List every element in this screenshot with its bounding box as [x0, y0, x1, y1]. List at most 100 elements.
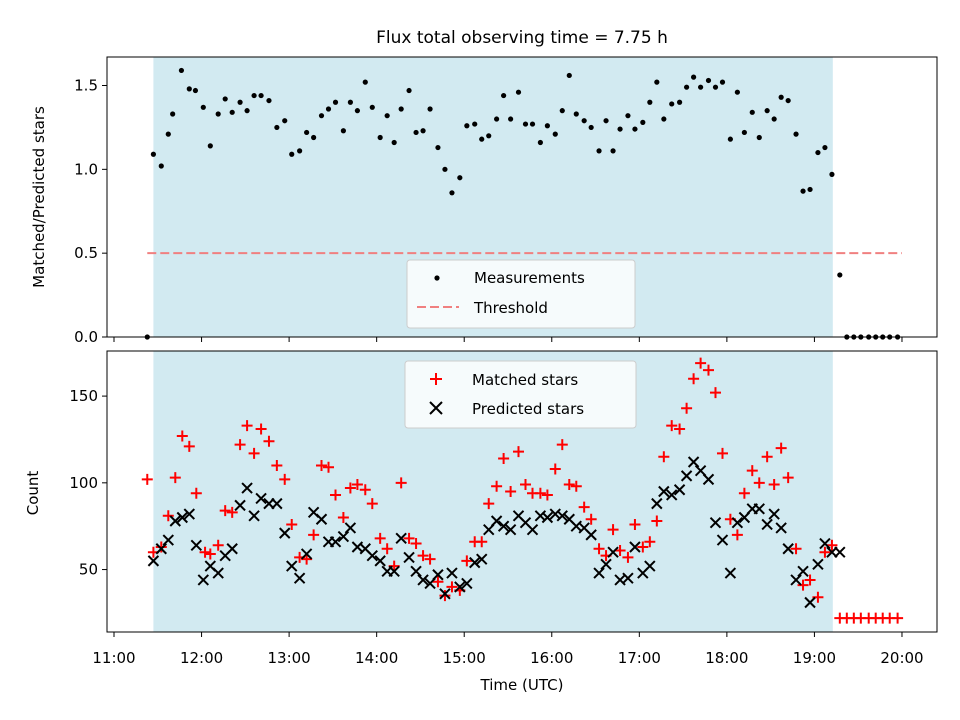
matched-star-marker	[695, 357, 707, 369]
measurement-point	[596, 148, 602, 154]
top-legend-box	[406, 259, 636, 329]
x-tick-label: 18:00	[705, 649, 748, 667]
matched-star-marker	[644, 536, 656, 548]
matched-star-marker	[622, 551, 634, 563]
measurement-point	[442, 166, 448, 172]
matched-star-marker	[651, 515, 663, 527]
measurement-point	[829, 171, 835, 177]
x-tick-label: 19:00	[793, 649, 836, 667]
matched-star-marker	[637, 541, 649, 553]
matched-star-marker	[614, 544, 626, 556]
measurement-point	[222, 96, 228, 102]
top-x-axis-ticks	[113, 337, 903, 342]
measurement-point	[215, 111, 221, 117]
matched-star-marker	[241, 420, 253, 432]
measurement-point	[815, 149, 821, 156]
matched-star-marker	[674, 423, 686, 435]
matched-star-marker	[234, 439, 246, 451]
predicted-star-marker	[629, 541, 641, 553]
top-panel: 0.0 0.5 1.0 1.5 Matched/Predicted stars Mea…	[30, 56, 938, 346]
measurement-point	[297, 148, 303, 154]
measurement-point	[229, 109, 235, 115]
matched-star-marker	[359, 484, 371, 496]
matched-star-marker	[768, 479, 780, 491]
predicted-star-marker	[834, 546, 846, 558]
predicted-star-marker	[680, 470, 693, 482]
measurement-point	[529, 121, 536, 127]
predicted-star-marker	[374, 555, 386, 567]
matched-star-marker	[819, 546, 831, 558]
measurement-point	[566, 72, 572, 79]
measurement-point	[734, 89, 740, 95]
x-tick-label: 13:00	[267, 649, 310, 667]
predicted-star-marker	[541, 511, 554, 524]
measurement-point	[472, 121, 478, 127]
measurement-point	[617, 126, 623, 132]
measurement-point	[274, 124, 280, 131]
measurement-point	[178, 67, 185, 74]
matched-star-marker	[366, 498, 378, 510]
measurement-point	[508, 116, 514, 122]
measurement-point	[406, 87, 412, 94]
predicted-star-marker	[607, 546, 619, 558]
y-tick-label: 1.5	[74, 77, 98, 95]
measurement-point	[311, 134, 317, 141]
predicted-star-marker	[183, 508, 196, 520]
matched-star-markers	[141, 357, 904, 624]
predicted-star-marker	[476, 553, 488, 565]
y-tick-label: 0.5	[74, 244, 98, 262]
predicted-star-marker	[504, 523, 517, 536]
predicted-star-marker	[651, 497, 663, 510]
matched-star-marker	[248, 447, 260, 459]
measurement-point	[581, 118, 587, 124]
matched-star-marker	[212, 539, 224, 551]
legend-predicted-label: Predicted stars	[472, 400, 584, 418]
predicted-star-marker	[556, 510, 568, 522]
measurement-point	[237, 99, 243, 105]
bottom-y-axis-label: Count	[24, 471, 42, 516]
measurement-point	[647, 99, 653, 105]
measurement-point	[698, 84, 704, 90]
measurement-point	[427, 106, 433, 112]
y-tick-label: 100	[69, 474, 98, 492]
matched-star-marker	[797, 579, 809, 591]
predicted-star-marker	[403, 551, 415, 564]
predicted-star-marker	[395, 532, 407, 545]
measurement-point	[464, 123, 470, 129]
x-tick-label: 16:00	[530, 649, 573, 667]
matched-star-marker	[498, 453, 510, 465]
matched-star-marker	[344, 482, 356, 494]
matched-star-marker	[512, 446, 524, 458]
measurement-point	[778, 94, 784, 100]
measurement-point	[727, 136, 733, 142]
measurement-point	[266, 97, 272, 104]
predicted-star-marker	[169, 515, 181, 527]
predicted-star-marker	[600, 558, 612, 571]
predicted-star-marker	[782, 543, 794, 555]
predicted-star-marker	[248, 510, 260, 522]
matched-star-marker	[578, 501, 590, 513]
matched-star-marker	[162, 510, 174, 522]
matched-star-marker	[204, 548, 216, 560]
x-tick-label: 11:00	[92, 649, 135, 667]
matched-star-marker	[658, 451, 670, 463]
matched-star-marker	[461, 555, 473, 567]
measurement-point	[186, 86, 192, 92]
matched-star-marker	[563, 479, 575, 491]
measurement-point	[544, 123, 550, 129]
predicted-star-marker	[819, 537, 831, 550]
measurement-point	[793, 131, 799, 137]
measurement-point	[192, 87, 199, 94]
measurement-point	[420, 128, 426, 134]
measurement-point	[640, 119, 646, 125]
matched-star-marker	[775, 442, 787, 454]
measurement-point	[712, 84, 719, 90]
predicted-star-marker	[454, 581, 466, 593]
bottom-y-axis-ticks: 50 100 150	[69, 387, 107, 579]
measurement-point	[369, 104, 375, 110]
matched-star-marker	[279, 473, 291, 485]
measurement-point	[837, 272, 843, 278]
measurement-point	[741, 129, 747, 136]
y-tick-label: 50	[79, 561, 98, 579]
measurement-point	[332, 99, 339, 105]
